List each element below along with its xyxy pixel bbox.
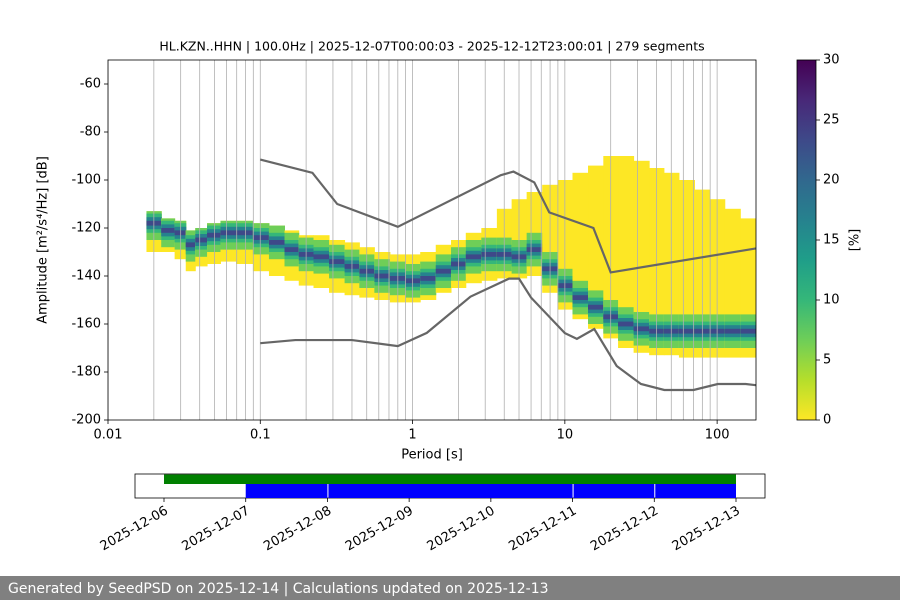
y-tick-label: -180 <box>71 365 101 380</box>
timeline <box>164 474 736 498</box>
footer-text: Generated by SeedPSD on 2025-12-14 | Cal… <box>8 581 549 597</box>
colorbar-tick-label: 5 <box>823 353 831 368</box>
density-envelope <box>678 180 695 358</box>
density-mode <box>268 240 285 245</box>
data-coverage <box>164 474 736 484</box>
colorbar <box>796 59 817 421</box>
x-tick-label: 0.01 <box>94 428 123 443</box>
density-mode <box>313 254 330 260</box>
density-mode <box>220 230 237 236</box>
axes-frame <box>107 59 757 421</box>
plot-area <box>108 60 756 420</box>
colorbar-tick-label: 20 <box>823 173 840 188</box>
y-tick-label: -120 <box>71 221 101 236</box>
footer-bar <box>0 576 900 600</box>
density-mode <box>185 242 196 248</box>
colorbar-tick-label: 10 <box>823 293 840 308</box>
x-tick-label: 0.1 <box>250 428 271 443</box>
y-tick-label: -60 <box>80 77 101 92</box>
density-mode <box>161 228 176 233</box>
psd-coverage <box>655 484 736 498</box>
y-tick-label: -80 <box>80 125 101 140</box>
psd-coverage <box>328 484 573 498</box>
noise-model-line <box>260 158 756 274</box>
x-tick-label: 10 <box>557 428 574 443</box>
psd-coverage <box>245 484 328 498</box>
density-envelope <box>618 156 635 348</box>
density-mode <box>724 328 741 334</box>
y-tick-label: -100 <box>71 173 101 188</box>
density-mode <box>435 268 452 274</box>
colorbar-tick-label: 30 <box>823 53 840 68</box>
density-mode <box>678 328 695 334</box>
y-axis-label: Amplitude [m²/s⁴/Hz] [dB] <box>36 156 51 324</box>
y-tick-label: -200 <box>71 413 101 428</box>
density-mode <box>465 254 482 260</box>
y-tick-label: -160 <box>71 317 101 332</box>
colorbar-tick-label: 0 <box>823 413 831 428</box>
x-tick-label: 100 <box>705 428 730 443</box>
density-mode <box>618 321 635 327</box>
density-mode <box>207 232 221 238</box>
chart-title: HL.KZN..HHN | 100.0Hz | 2025-12-07T00:00… <box>159 39 704 54</box>
colorbar-label: [%] <box>848 229 863 252</box>
density-mode <box>329 259 346 264</box>
density-mode <box>633 326 650 332</box>
density-mode <box>740 328 756 334</box>
density-mode <box>481 252 498 257</box>
y-tick-label: -140 <box>71 269 101 284</box>
psd-coverage <box>573 484 655 498</box>
x-axis-label: Period [s] <box>401 448 463 463</box>
colorbar-tick-label: 15 <box>823 233 840 248</box>
density-mode <box>236 230 254 236</box>
x-tick-label: 1 <box>408 428 416 443</box>
density-mode <box>252 235 270 240</box>
noise-model-line <box>260 277 756 392</box>
density-mode <box>572 295 589 300</box>
density-mode <box>374 273 391 279</box>
density-mode <box>526 247 543 252</box>
colorbar-tick-label: 25 <box>823 113 840 128</box>
density-mode <box>284 247 300 252</box>
density-envelope <box>588 165 604 329</box>
density-mode <box>420 276 437 281</box>
density-mode <box>195 237 208 243</box>
density-mode <box>588 304 604 310</box>
